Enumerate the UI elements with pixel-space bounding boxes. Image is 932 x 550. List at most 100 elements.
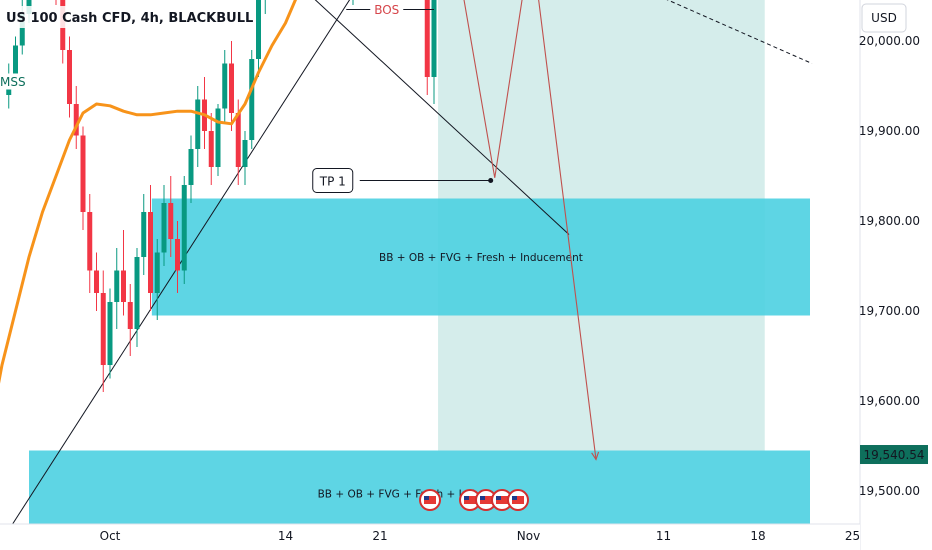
candle-body [431, 0, 437, 77]
candle [80, 126, 86, 230]
candle [73, 86, 79, 149]
candle-body [94, 270, 99, 293]
price-axis-ticks: 19,500.00 19,600.00 19,700.00 19,800.00 19,9… [859, 34, 920, 498]
candle-body [80, 135, 86, 212]
candle-body [175, 239, 180, 271]
price-tick-label: 19,500.00 [859, 484, 920, 498]
candle [94, 252, 99, 311]
candle [352, 0, 354, 5]
candle-body [208, 131, 214, 167]
candles-layer [6, 0, 437, 392]
price-tick-label: 19,800.00 [859, 214, 920, 228]
candle [107, 288, 113, 379]
candle-body [229, 63, 234, 113]
zone-label-2: BB + OB + FVG + Fresh + Inducement [379, 252, 583, 264]
candle [229, 41, 234, 131]
price-tick-label: 20,000.00 [859, 34, 920, 48]
trendline-dashed [666, 0, 813, 64]
candle [67, 36, 72, 118]
candle-body [424, 0, 430, 77]
candle [148, 185, 153, 311]
time-tick-label: 11 [656, 529, 671, 543]
price-tick-label: 19,700.00 [859, 304, 920, 318]
zones-layer: Down MA50 + BB + OB + FVG + Fresh +IFVG … [29, 0, 811, 536]
candle-body [242, 140, 248, 167]
ma50-line [0, 0, 297, 384]
price-label-box [860, 445, 928, 465]
chart-title: US 100 Cash CFD, 4h, BLACKBULL [6, 11, 253, 26]
structure-bg-2 [370, 1, 404, 18]
candle [100, 270, 106, 392]
event-flag-icon[interactable] [507, 489, 529, 511]
trendline-rising [1, 0, 351, 541]
candle [195, 86, 201, 167]
flag-canton [480, 496, 485, 500]
candle [127, 284, 133, 356]
candle-body [114, 270, 120, 302]
currency-label: USD [871, 11, 897, 25]
flag-canton [512, 496, 517, 500]
time-tick-label: 25 [845, 529, 860, 543]
time-tick-label: Nov [517, 529, 540, 543]
projection-arrowhead [591, 451, 600, 461]
candle-body [195, 99, 201, 149]
candle-body [222, 63, 228, 109]
flag-stripes [480, 496, 492, 504]
candle [256, 0, 261, 77]
candle [114, 248, 120, 329]
candle [141, 194, 147, 275]
candle [188, 135, 194, 203]
candle [121, 230, 126, 316]
candle-body [107, 302, 113, 365]
tp1-box [312, 168, 354, 193]
time-axis-panel[interactable] [0, 524, 860, 550]
price-axis-panel[interactable] [860, 0, 932, 550]
candle [431, 0, 437, 104]
candle-body [249, 59, 255, 140]
flag-canton [464, 496, 469, 500]
candle [161, 185, 167, 266]
ma-layer [0, 0, 297, 384]
candle [87, 194, 93, 293]
candle [55, 0, 57, 5]
candle [154, 239, 160, 320]
candle [424, 0, 430, 95]
candle-body [161, 203, 167, 253]
candle-body [188, 149, 194, 185]
zone-2 [151, 198, 811, 316]
currency-button[interactable] [861, 3, 907, 33]
structure-label-3: MSS [0, 75, 26, 89]
price-tick-label: 19,900.00 [859, 124, 920, 138]
candle [181, 176, 187, 284]
candle [175, 221, 180, 293]
candle-body [13, 45, 18, 77]
tp1-label: TP 1 [319, 175, 346, 189]
time-tick-label: 18 [750, 529, 765, 543]
candle-body [73, 104, 79, 136]
trendlines-layer [1, 0, 813, 541]
candle-body [100, 293, 106, 365]
flag-stripes [424, 496, 436, 504]
candle-body [134, 257, 140, 329]
candle-body [168, 203, 174, 239]
candle-body [141, 212, 147, 257]
annotations-layer: MSSMSSBOSMSSTP 1 [0, 1, 494, 193]
flag-stripes [464, 496, 476, 504]
flag-canton [496, 496, 501, 500]
candle [242, 131, 248, 185]
time-axis-ticks: Oct 14 21 Nov 11 18 25 [100, 529, 861, 543]
price-label-value: 19,540.54 [863, 448, 924, 462]
event-flag-icon[interactable] [419, 489, 441, 511]
candle-body [67, 50, 72, 104]
price-labels: 20,375.7720,269.1320,225.0320,210.7003:1… [860, 445, 928, 465]
event-flag-icon[interactable] [459, 489, 481, 511]
flag-stripes [512, 496, 524, 504]
event-icons[interactable] [419, 489, 529, 511]
event-flag-icon[interactable] [491, 489, 513, 511]
candle-body [256, 0, 261, 59]
candle [168, 176, 174, 257]
candle-body [87, 212, 93, 271]
candle-body [235, 113, 241, 167]
time-tick-label: Oct [100, 529, 121, 543]
